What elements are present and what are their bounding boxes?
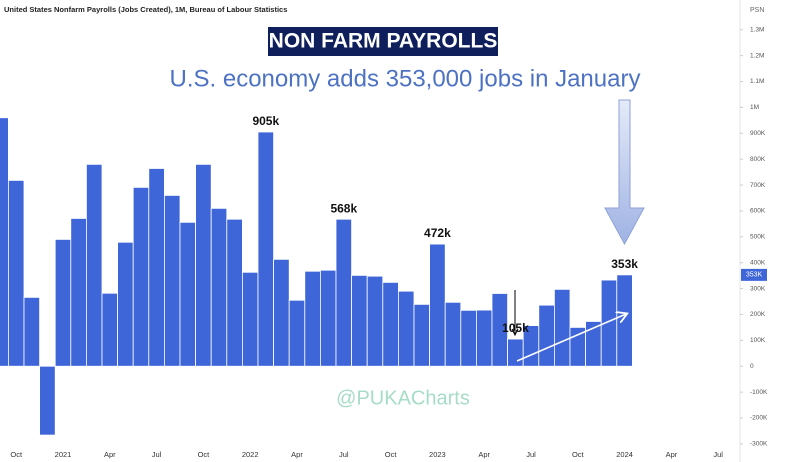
- bar: [413, 303, 431, 367]
- bar: [351, 274, 368, 367]
- bar: [444, 301, 462, 367]
- x-tick-label: Oct: [385, 450, 398, 459]
- bar: [101, 292, 119, 367]
- bar: [475, 309, 493, 367]
- value-label: 568k: [330, 201, 357, 215]
- bar: [460, 309, 477, 367]
- y-tick-label: 1.3M: [750, 26, 764, 33]
- x-tick-label: Jul: [713, 450, 723, 459]
- x-tick-label: Oct: [572, 450, 585, 459]
- bar: [397, 290, 415, 367]
- y-tick-label: 800K: [750, 156, 766, 163]
- bar: [304, 270, 321, 367]
- y-tick-label: 900K: [750, 130, 766, 137]
- x-tick-label: Apr: [478, 450, 490, 459]
- trend-arrow: [516, 314, 626, 362]
- y-tick-label: 1.1M: [750, 78, 764, 85]
- pointer-arrow-head: [511, 328, 519, 337]
- big-down-arrow: [604, 99, 645, 246]
- bar: [54, 239, 72, 367]
- value-label: 472k: [424, 226, 451, 240]
- x-tick-label: Apr: [666, 450, 678, 459]
- bar: [132, 186, 150, 367]
- y-tick-label: 700K: [750, 182, 766, 189]
- bar: [148, 168, 165, 367]
- y-tick-label: 500K: [750, 234, 766, 241]
- x-tick-label: Apr: [104, 450, 116, 459]
- chart-subtitle: U.S. economy adds 353,000 jobs in Januar…: [170, 65, 641, 92]
- x-tick-label: Jul: [152, 450, 162, 459]
- y-tick-label: 0: [750, 363, 754, 370]
- bar: [163, 195, 181, 367]
- bar: [179, 221, 197, 367]
- current-value-tag: [741, 268, 767, 281]
- bar: [241, 271, 259, 367]
- bar: [210, 207, 228, 367]
- y-tick-label: 1M: [750, 104, 759, 111]
- bar: [616, 274, 633, 367]
- title-box: [268, 27, 498, 56]
- bar: [288, 299, 306, 367]
- current-value-label: 353K: [746, 272, 763, 279]
- bars: [0, 117, 633, 436]
- value-label: 905k: [252, 114, 279, 128]
- bar: [491, 293, 509, 367]
- value-label: 105k: [502, 321, 529, 335]
- bar: [39, 365, 56, 436]
- x-tick-label: 2024: [616, 450, 633, 459]
- watermark: @PUKACharts: [336, 387, 470, 409]
- x-tick-label: Oct: [10, 450, 23, 459]
- chart-title: NON FARM PAYROLLS: [269, 30, 498, 53]
- bar: [257, 131, 275, 367]
- y-tick-label: 400K: [750, 259, 766, 266]
- bar: [0, 117, 9, 367]
- bar: [117, 241, 134, 367]
- x-tick-label: Apr: [291, 450, 303, 459]
- corner-label: PSN: [750, 7, 764, 14]
- bar: [195, 163, 212, 367]
- y-tick-label: 200K: [750, 311, 766, 318]
- y-tick-label: 100K: [750, 337, 766, 344]
- bar: [507, 338, 524, 367]
- x-tick-label: 2023: [429, 450, 446, 459]
- y-tick-label: 600K: [750, 208, 766, 215]
- value-label: 353k: [611, 257, 638, 271]
- x-tick-label: Jul: [339, 450, 349, 459]
- bar: [319, 269, 337, 367]
- bar: [273, 258, 290, 367]
- x-tick-label: 2021: [55, 450, 72, 459]
- source-title: United States Nonfarm Payrolls (Jobs Cre…: [4, 5, 287, 14]
- bar: [70, 218, 87, 367]
- y-tick-label: 1.2M: [750, 52, 764, 59]
- x-tick-label: Oct: [198, 450, 211, 459]
- x-tick-label: 2022: [242, 450, 259, 459]
- y-tick-label: -300K: [750, 441, 768, 448]
- y-tick-label: -100K: [750, 389, 768, 396]
- bar: [23, 296, 41, 367]
- bar: [335, 218, 353, 367]
- x-tick-label: Jul: [526, 450, 536, 459]
- bar: [554, 288, 571, 367]
- bar: [7, 179, 25, 367]
- bar: [366, 275, 384, 367]
- bar: [382, 281, 399, 367]
- bar: [226, 218, 243, 367]
- y-tick-label: 300K: [750, 285, 766, 292]
- bar: [538, 304, 555, 367]
- y-tick-label: -200K: [750, 415, 768, 422]
- bar: [86, 163, 103, 367]
- bar: [429, 243, 446, 367]
